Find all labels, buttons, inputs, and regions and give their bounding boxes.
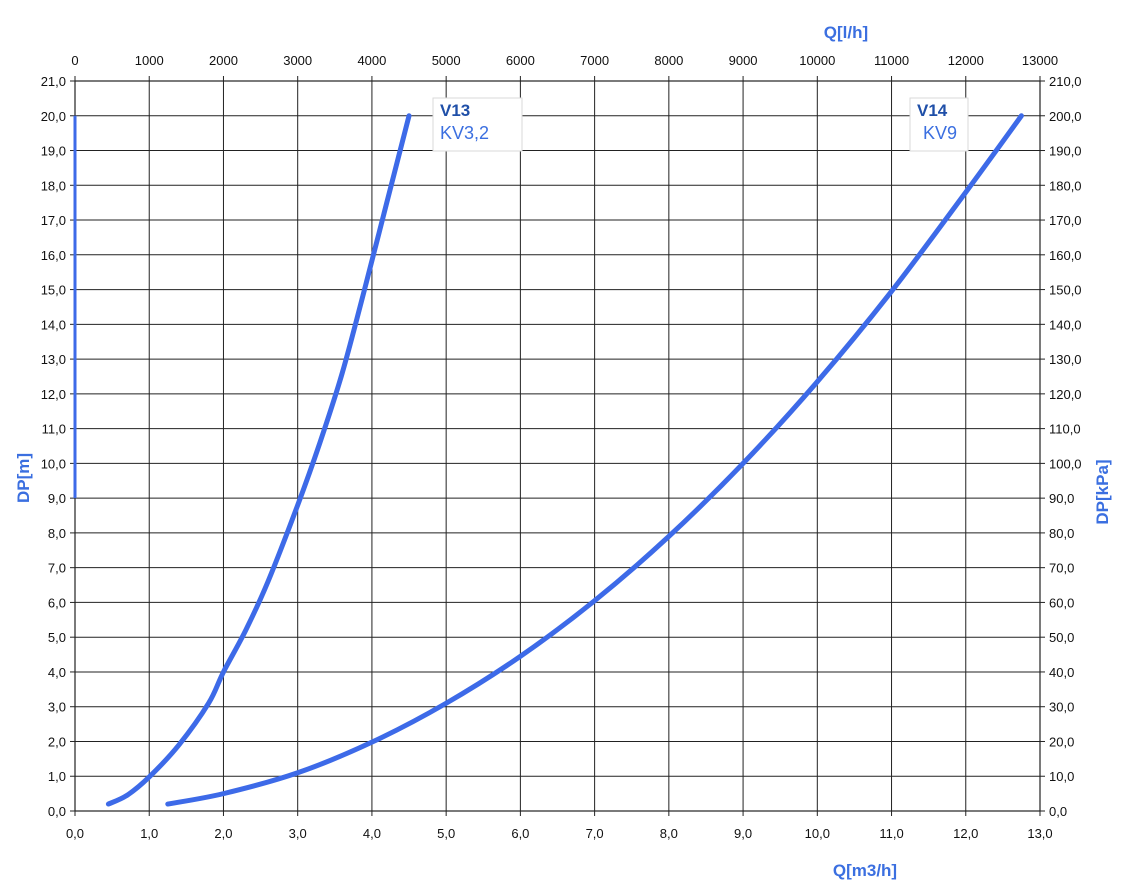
x-top-tick-label: 11000 [874, 53, 909, 68]
y-left-tick-label: 18,0 [41, 178, 66, 193]
y-left-tick-label: 10,0 [41, 456, 66, 471]
x-bottom-tick-label: 2,0 [214, 826, 232, 841]
x-top-tick-label: 12000 [948, 53, 984, 68]
x-top-tick-label: 3000 [283, 53, 312, 68]
y-left-tick-label: 2,0 [48, 734, 66, 749]
x-top-tick-label: 13000 [1022, 53, 1058, 68]
y-right-tick-label: 130,0 [1049, 352, 1082, 367]
x-top-tick-label: 9000 [729, 53, 758, 68]
y-left-tick-label: 12,0 [41, 387, 66, 402]
x-top-axis-title: Q[l/h] [824, 23, 868, 42]
y-left-tick-label: 6,0 [48, 595, 66, 610]
chart-axes [70, 76, 1045, 816]
v14-kv-label: KV9 [923, 123, 957, 143]
plot-area-border [74, 80, 1041, 812]
y-right-tick-label: 60,0 [1049, 595, 1074, 610]
x-top-tick-label: 5000 [432, 53, 461, 68]
x-bottom-tick-label: 9,0 [734, 826, 752, 841]
y-right-tick-label: 200,0 [1049, 109, 1082, 124]
y-left-tick-label: 4,0 [48, 665, 66, 680]
y-left-tick-label: 14,0 [41, 317, 66, 332]
v14-label-box [909, 97, 969, 152]
y-right-tick-label: 50,0 [1049, 630, 1074, 645]
y-left-tick-label: 19,0 [41, 144, 66, 159]
x-bottom-tick-label: 4,0 [363, 826, 381, 841]
x-bottom-tick-label: 12,0 [953, 826, 978, 841]
y-right-tick-label: 100,0 [1049, 456, 1082, 471]
y-right-tick-label: 70,0 [1049, 561, 1074, 576]
x-bottom-tick-label: 0,0 [66, 826, 84, 841]
y-left-tick-label: 9,0 [48, 491, 66, 506]
y-right-tick-label: 140,0 [1049, 317, 1082, 332]
y-left-tick-label: 8,0 [48, 526, 66, 541]
x-bottom-tick-label: 11,0 [879, 826, 903, 841]
y-right-tick-label: 90,0 [1049, 491, 1074, 506]
y-right-tick-label: 180,0 [1049, 178, 1082, 193]
y-left-tick-label: 21,0 [41, 74, 66, 89]
tick-labels: 0,0 0 1,0 1000 2,0 2000 3,0 3000 4,0 4000 5,0 5000 6… [41, 53, 1082, 841]
grid-lines [74, 80, 1041, 812]
y-left-tick-label: 15,0 [41, 283, 66, 298]
series-line-v14 [165, 113, 1024, 807]
y-right-tick-label: 190,0 [1049, 144, 1082, 159]
x-top-tick-label: 6000 [506, 53, 535, 68]
x-top-tick-label: 1000 [135, 53, 164, 68]
y-right-tick-label: 0,0 [1049, 804, 1067, 819]
y-right-tick-label: 170,0 [1049, 213, 1082, 228]
v13-series-name: V13 [440, 101, 470, 120]
y-left-tick-label: 5,0 [48, 630, 66, 645]
x-bottom-axis-title: Q[m3/h] [833, 861, 897, 880]
x-top-tick-label: 2000 [209, 53, 238, 68]
series-lines [105, 113, 1024, 807]
y-left-tick-label: 20,0 [41, 109, 66, 124]
y-right-tick-label: 20,0 [1049, 734, 1074, 749]
y-right-tick-label: 210,0 [1049, 74, 1082, 89]
x-bottom-tick-label: 3,0 [289, 826, 307, 841]
x-top-tick-label: 10000 [799, 53, 835, 68]
x-top-tick-label: 0 [71, 53, 78, 68]
x-bottom-tick-label: 8,0 [660, 826, 678, 841]
v13-label-box [432, 97, 523, 152]
y-right-tick-label: 40,0 [1049, 665, 1074, 680]
v14-series-name: V14 [917, 101, 948, 120]
y-right-tick-label: 150,0 [1049, 283, 1082, 298]
x-top-tick-label: 4000 [357, 53, 386, 68]
series-line-v13 [105, 113, 412, 807]
y-left-axis-title: DP[m] [14, 453, 33, 503]
x-bottom-tick-label: 6,0 [511, 826, 529, 841]
x-bottom-tick-label: 1,0 [140, 826, 158, 841]
y-right-tick-label: 160,0 [1049, 248, 1082, 263]
x-bottom-tick-label: 13,0 [1027, 826, 1052, 841]
x-bottom-tick-label: 7,0 [586, 826, 604, 841]
y-left-tick-label: 7,0 [48, 561, 66, 576]
y-left-tick-label: 13,0 [41, 352, 66, 367]
x-top-tick-label: 7000 [580, 53, 609, 68]
x-bottom-tick-label: 10,0 [805, 826, 830, 841]
y-left-tick-label: 11,0 [42, 422, 66, 437]
y-left-tick-label: 1,0 [48, 769, 66, 784]
y-left-tick-label: 17,0 [41, 213, 66, 228]
y-right-axis-title: DP[kPa] [1093, 459, 1112, 524]
y-right-tick-label: 10,0 [1049, 769, 1074, 784]
x-bottom-tick-label: 5,0 [437, 826, 455, 841]
y-right-tick-label: 80,0 [1049, 526, 1074, 541]
y-left-tick-label: 3,0 [48, 700, 66, 715]
x-top-tick-label: 8000 [654, 53, 683, 68]
y-right-tick-label: 120,0 [1049, 387, 1082, 402]
v13-kv-label: KV3,2 [440, 123, 489, 143]
y-right-tick-label: 30,0 [1049, 700, 1074, 715]
y-right-tick-label: 110,0 [1049, 422, 1081, 437]
y-left-tick-label: 0,0 [48, 804, 66, 819]
y-left-tick-label: 16,0 [41, 248, 66, 263]
